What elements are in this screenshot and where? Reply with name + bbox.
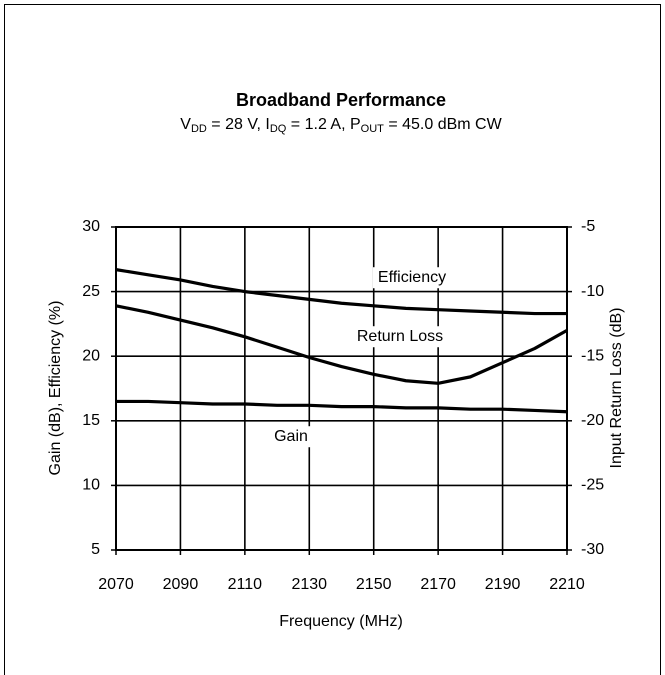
series-line	[115, 304, 568, 385]
series-label: Gain	[274, 428, 308, 445]
chart-title: Broadband Performance	[236, 90, 446, 110]
y2-tick-label: -25	[581, 477, 604, 494]
plot-area	[115, 226, 568, 551]
series-line	[115, 268, 567, 316]
y2-tick-label: -30	[581, 541, 604, 558]
y2-tick-label: -20	[581, 412, 604, 429]
x-tick-label: 2210	[549, 576, 585, 593]
x-tick-label: 2110	[228, 576, 263, 593]
subtitle-part: V	[180, 116, 191, 133]
x-tick-label: 2070	[98, 576, 134, 593]
series-label-bg	[372, 267, 452, 289]
y2-tick-label: -5	[581, 218, 595, 235]
x-tick-label: 2130	[291, 576, 327, 593]
y-tick-label: 10	[82, 477, 100, 494]
series-line	[116, 399, 568, 414]
y-tick-label: 15	[82, 412, 100, 429]
series-label: Efficiency	[378, 269, 446, 286]
x-tick-label: 2150	[356, 576, 392, 593]
y-tick-label: 20	[82, 347, 100, 364]
y2-axis-label: Input Return Loss (dB)	[608, 308, 625, 469]
y-tick-label: 5	[91, 541, 100, 558]
y-tick-label: 30	[82, 218, 100, 235]
series-label: Return Loss	[357, 328, 443, 345]
subtitle-part: = 28 V, I	[207, 116, 270, 133]
y2-tick-label: -10	[581, 283, 604, 300]
x-tick-label: 2190	[485, 576, 521, 593]
subtitle-part: = 1.2 A, P	[286, 116, 360, 133]
subscript: DQ	[270, 123, 287, 135]
y-axis-label: Gain (dB), Efficiency (%)	[47, 301, 64, 476]
x-tick-label: 2170	[420, 576, 456, 593]
x-tick-label: 2090	[163, 576, 199, 593]
series-label-bg	[269, 426, 313, 448]
subscript: DD	[191, 123, 207, 135]
chart-subtitle: VDD = 28 V, IDQ = 1.2 A, POUT = 45.0 dBm…	[180, 116, 502, 135]
subscript: OUT	[361, 123, 385, 135]
frame	[4, 4, 661, 675]
y-tick-label: 25	[82, 283, 100, 300]
y2-tick-label: -15	[581, 347, 604, 364]
subtitle-part: = 45.0 dBm CW	[384, 116, 503, 133]
series-label-bg	[351, 326, 449, 348]
x-axis-label: Frequency (MHz)	[279, 613, 403, 630]
